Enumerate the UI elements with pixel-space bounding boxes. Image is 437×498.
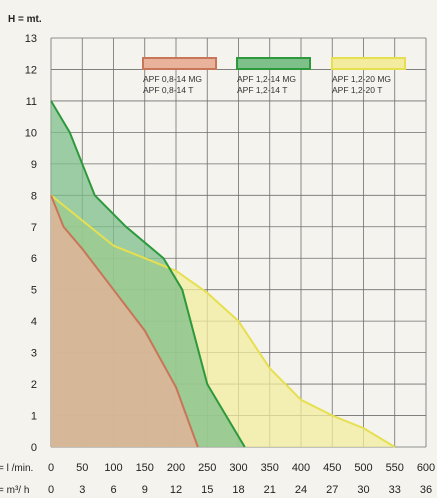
y-tick-label: 1: [31, 411, 37, 423]
x-tick-label-m3h: 9: [142, 484, 148, 496]
x-tick-label-lmin: 350: [261, 462, 279, 474]
legend-swatch: [236, 57, 311, 70]
legend-swatch: [331, 57, 406, 70]
series-line-2: [50, 194, 396, 448]
x-tick-label-lmin: 450: [323, 462, 341, 474]
x-tick-label-lmin: 550: [386, 462, 404, 474]
x-tick-label-lmin: 50: [76, 462, 88, 474]
x-tick-label-m3h: 21: [264, 484, 276, 496]
x-tick-label-lmin: 300: [229, 462, 247, 474]
x-tick-label-m3h: 27: [326, 484, 338, 496]
x-tick-label-m3h: 6: [110, 484, 116, 496]
y-tick-label: 2: [31, 379, 37, 391]
y-tick-label: 8: [31, 190, 37, 202]
y-tick-label: 13: [25, 33, 37, 45]
y-tick-label: 4: [31, 316, 37, 328]
series-lines: [50, 100, 396, 448]
x-tick-label-lmin: 0: [48, 462, 54, 474]
legend-label-line2: APF 1,2-14 T: [237, 85, 287, 95]
legend-label-line2: APF 1,2-20 T: [332, 85, 382, 95]
y-axis-title: H = mt.: [8, 14, 42, 25]
x-tick-label-lmin: 500: [354, 462, 372, 474]
y-tick-label: 10: [25, 127, 37, 139]
x-tick-label-m3h: 15: [201, 484, 213, 496]
legend-label-line2: APF 0,8-14 T: [143, 85, 193, 95]
legend-label-line1: APF 1,2-20 MG: [332, 74, 391, 84]
x-axis-title-m3h: = m³/ h: [0, 485, 29, 496]
y-tick-label: 12: [25, 64, 37, 76]
y-tick-label: 0: [31, 442, 37, 454]
y-tick-label: 11: [26, 96, 37, 108]
x-tick-label-m3h: 12: [170, 484, 182, 496]
y-tick-label: 3: [31, 348, 37, 360]
series-area-0: [51, 195, 198, 447]
y-tick-label: 5: [31, 285, 37, 297]
legend-swatch: [142, 57, 217, 70]
x-tick-label-m3h: 24: [295, 484, 307, 496]
x-tick-label-lmin: 100: [104, 462, 122, 474]
series-areas: [51, 100, 395, 447]
x-tick-label-m3h: 0: [48, 484, 54, 496]
y-tick-label: 9: [31, 159, 37, 171]
legend-label-line1: APF 0,8-14 MG: [143, 74, 202, 84]
x-tick-label-m3h: 3: [79, 484, 85, 496]
x-tick-label-m3h: 33: [389, 484, 401, 496]
x-tick-label-lmin: 400: [292, 462, 310, 474]
x-tick-label-lmin: 200: [167, 462, 185, 474]
y-tick-label: 6: [31, 253, 37, 265]
x-tick-label-lmin: 250: [198, 462, 216, 474]
legend-label-line1: APF 1,2-14 MG: [237, 74, 296, 84]
x-tick-label-m3h: 18: [232, 484, 244, 496]
x-tick-label-lmin: 600: [417, 462, 435, 474]
series-line-0: [50, 194, 199, 448]
x-tick-label-m3h: 36: [420, 484, 432, 496]
series-line-1: [50, 100, 246, 448]
y-tick-label: 7: [31, 222, 37, 234]
x-axis-ticks-m3h: 0 3 6 9 12 15 18 21 24 27 30 33 36: [48, 484, 432, 496]
x-axis-ticks-lmin: 0 50 100 150 200 250 300 350 400 450 500 550 600: [48, 462, 435, 474]
x-tick-label-m3h: 30: [357, 484, 369, 496]
x-axis-title-lmin: = l /min.: [0, 463, 33, 474]
x-tick-label-lmin: 150: [136, 462, 154, 474]
